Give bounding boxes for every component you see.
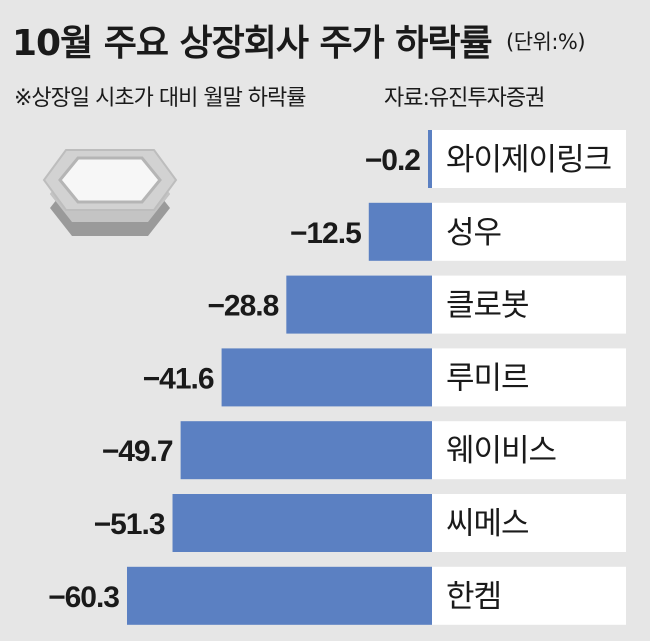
bar <box>221 348 432 407</box>
source-label: 자료:유진투자증권 <box>384 86 545 111</box>
value-label: −49.7 <box>102 435 173 468</box>
label-box <box>432 494 626 552</box>
bar <box>172 494 432 552</box>
label-box <box>432 130 626 188</box>
chart-note: ※상장일 시초가 대비 월말 하락률 <box>14 86 307 111</box>
value-label: −41.6 <box>143 362 214 395</box>
category-label: 루미르 <box>446 360 529 396</box>
value-label: −0.2 <box>365 144 421 177</box>
category-label: 웨이비스 <box>446 433 556 469</box>
category-label: 씨메스 <box>446 506 529 542</box>
bar <box>127 566 432 625</box>
label-box <box>432 275 626 334</box>
label-box <box>432 348 626 407</box>
value-label: −12.5 <box>290 217 361 250</box>
unit-label: (단위:%) <box>506 30 586 54</box>
label-box <box>432 202 626 261</box>
bar <box>368 202 432 261</box>
value-label: −51.3 <box>94 508 165 541</box>
category-label: 성우 <box>446 215 501 251</box>
stock-chip-icon <box>42 149 178 236</box>
bar <box>180 421 432 480</box>
label-box <box>432 566 626 625</box>
bar <box>428 130 432 188</box>
value-label: −28.8 <box>207 290 278 323</box>
chart-title: 10월 주요 상장회사 주가 하락률 <box>12 23 493 64</box>
value-label: −60.3 <box>48 581 119 614</box>
category-label: 클로봇 <box>446 288 529 324</box>
category-label: 한켐 <box>446 579 501 615</box>
category-label: 와이제이링크 <box>446 142 611 178</box>
bar <box>286 275 432 334</box>
label-box <box>432 421 626 480</box>
